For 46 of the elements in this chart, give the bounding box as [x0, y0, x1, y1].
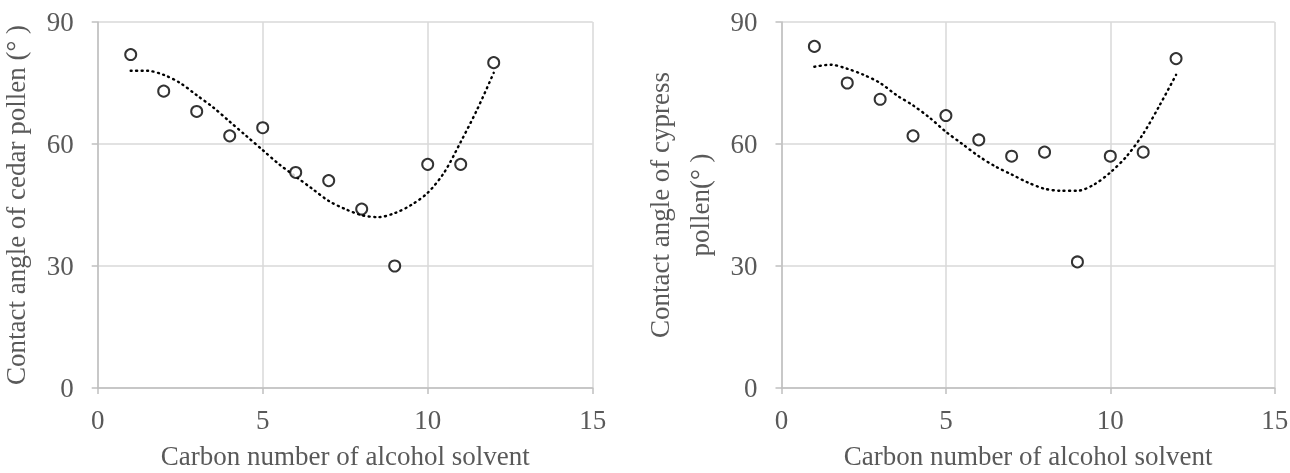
y-axis-title: Contact angle of cypress pollen(° ) [644, 71, 715, 339]
point [487, 56, 501, 70]
y-tick-label: 90 [730, 7, 758, 37]
point [873, 92, 887, 106]
y-tick-label: 0 [60, 373, 74, 403]
point [1169, 52, 1183, 66]
point [906, 129, 920, 143]
x-tick-label: 0 [90, 404, 105, 435]
point [1103, 149, 1117, 163]
point [1070, 255, 1084, 269]
point [157, 84, 171, 98]
point [124, 48, 138, 62]
line-series [813, 63, 1178, 192]
x-tick-label: 10 [1096, 404, 1124, 435]
x-tick-label: 0 [774, 404, 789, 435]
point [454, 157, 468, 171]
point [256, 121, 270, 135]
point [840, 76, 854, 90]
point [223, 129, 237, 143]
point [190, 104, 204, 118]
point [939, 109, 953, 123]
point [1005, 149, 1019, 163]
point [421, 157, 435, 171]
point [289, 165, 303, 179]
point [807, 39, 821, 53]
point [322, 174, 336, 188]
x-tick-label: 5 [255, 404, 270, 435]
x-tick-label: 15 [1261, 404, 1289, 435]
y-tick-label: 60 [46, 129, 74, 159]
point [1038, 145, 1052, 159]
y-axis-title: Contact angle of cedar pollen (° ) [0, 24, 31, 386]
y-tick-label: 60 [730, 129, 758, 159]
line-series [129, 69, 495, 219]
x-tick-label: 10 [414, 404, 442, 435]
x-axis-title: Carbon number of alcohol solvent [843, 440, 1214, 471]
point [388, 259, 402, 273]
y-tick-label: 30 [730, 251, 758, 281]
point [972, 133, 986, 147]
point [355, 202, 369, 216]
point [1136, 145, 1150, 159]
x-axis-title: Carbon number of alcohol solvent [160, 440, 531, 471]
y-tick-label: 30 [46, 251, 74, 281]
y-tick-label: 90 [46, 7, 74, 37]
y-tick-label: 0 [744, 373, 758, 403]
x-tick-label: 5 [939, 404, 953, 435]
x-tick-label: 15 [579, 404, 607, 435]
